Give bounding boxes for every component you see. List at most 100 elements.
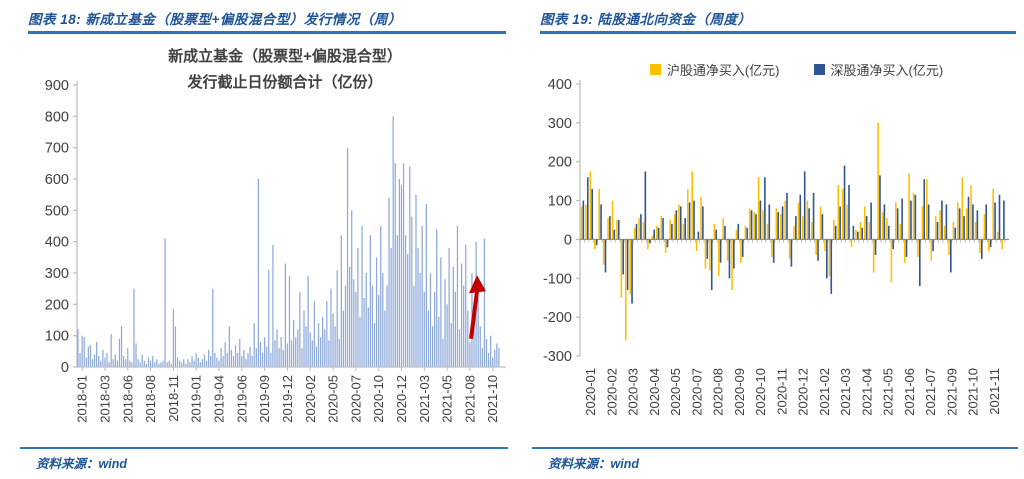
bar [276,329,278,367]
bar [664,239,667,254]
bar [640,214,642,240]
bar [950,239,952,273]
bar [724,225,726,240]
bar [684,218,686,240]
x-tick-label: 2021-07 [923,368,938,416]
bar [868,221,871,240]
bar [87,346,89,367]
bar [450,323,452,367]
x-tick-label: 2021-10 [485,375,500,423]
bar [841,188,844,240]
bar [361,226,363,367]
bar [595,239,598,246]
bar [755,214,757,240]
bar [284,263,286,367]
bar [162,360,164,367]
bar [125,359,127,367]
bar [834,225,837,240]
bar [726,239,729,261]
y-tick-label: 0 [564,232,572,248]
bar [303,310,305,367]
bar [386,285,388,367]
bar [396,235,398,367]
bar [210,356,212,367]
bar [797,202,800,240]
y-tick-label: 100 [548,194,572,210]
bar [958,208,961,240]
bar [116,360,119,367]
bar [802,216,804,240]
bar [226,352,228,367]
bar [890,239,893,283]
bar [388,197,390,367]
bar [431,326,434,367]
bar [865,216,868,240]
bar [108,362,110,367]
x-tick-label: 2020-02 [303,375,318,423]
bar [586,177,589,240]
bar [622,239,624,275]
bar [91,359,94,367]
bar [429,273,432,367]
y-tick-label: 200 [548,155,572,171]
bar [819,206,822,240]
bar [344,285,347,367]
bar [444,279,446,367]
bar [919,239,921,287]
bar [746,227,748,240]
bar [438,316,440,367]
bar [425,204,427,367]
x-tick-label: 2020-02 [604,368,619,416]
bar [905,239,908,257]
bar [407,254,409,367]
x-tick-label: 2019-09 [257,375,272,423]
x-tick-label: 2020-01 [583,368,598,416]
bar [740,239,742,263]
bar [199,362,201,367]
bar [286,343,289,367]
bar [158,363,160,367]
bar [702,206,704,240]
bar [241,356,243,367]
bar [647,239,649,250]
bar [469,341,471,367]
bar [589,171,592,240]
bar [980,239,983,259]
bar [251,356,253,367]
y-tick-label: 700 [45,141,69,157]
bar [228,326,230,367]
x-tick-label: 2018-06 [120,375,135,423]
bar [355,291,357,367]
bar [795,216,797,240]
bar [678,204,680,240]
x-tick-label: 2020-09 [732,368,747,416]
bar [156,359,158,367]
bar [970,185,972,240]
x-tick-label: 2021-04 [859,368,874,416]
bar [1003,200,1005,240]
bar [336,269,338,367]
figure18-source: 资料来源：wind [36,457,127,471]
bar [110,334,112,367]
bar [859,221,862,240]
bar [846,204,848,240]
bar [278,348,280,367]
bar [635,223,638,240]
bar [830,239,833,294]
bar [996,231,999,240]
bar [967,196,970,240]
bar [485,338,488,367]
bar [948,239,950,255]
legend-label-hu: 沪股通净买入(亿元) [666,63,780,78]
bar [195,352,197,367]
x-tick-label: 2020-08 [711,368,726,416]
bar [945,204,948,240]
bar [753,212,755,240]
bar [963,216,965,240]
bar [295,337,297,367]
x-tick-label: 2020-11 [774,368,789,415]
figure18-chart-title-line2: 发行截止日份额合计（亿份） [187,74,383,91]
bar [644,171,647,240]
bar [214,352,216,367]
